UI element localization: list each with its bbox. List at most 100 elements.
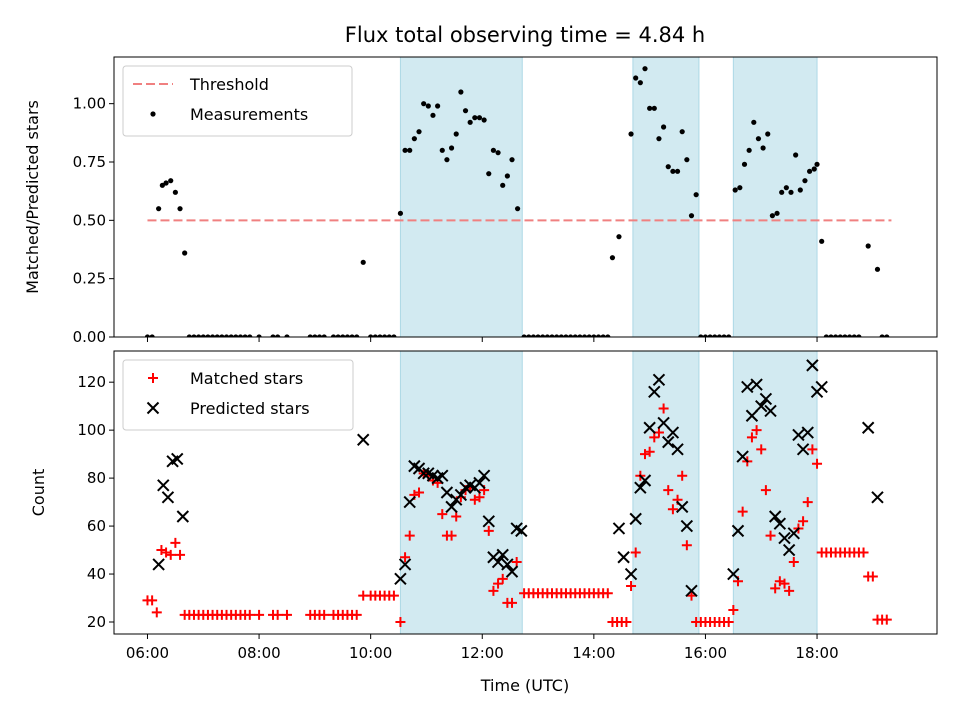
data-point <box>462 108 469 114</box>
data-point <box>496 548 509 562</box>
data-point <box>563 334 569 337</box>
data-point <box>526 334 532 337</box>
x-tick-label: 10:00 <box>349 644 392 662</box>
legend: Matched stars Predicted stars <box>122 359 354 431</box>
data-point <box>612 522 626 535</box>
data-point <box>398 558 412 571</box>
data-point <box>500 182 506 188</box>
data-point <box>630 547 641 558</box>
data-point <box>712 334 718 337</box>
data-point <box>351 609 362 620</box>
axes-frame <box>113 350 938 635</box>
data-point <box>437 509 448 520</box>
data-point <box>319 609 330 620</box>
data-point <box>577 334 583 337</box>
data-point <box>819 238 825 244</box>
data-point <box>802 497 813 508</box>
data-point <box>665 164 671 170</box>
data-point <box>275 334 281 337</box>
data-point <box>477 469 491 482</box>
data-point <box>247 334 253 337</box>
data-point <box>321 334 327 337</box>
data-point <box>649 432 660 443</box>
data-point <box>806 168 813 174</box>
data-point <box>377 334 383 337</box>
data-point <box>214 334 220 337</box>
data-point <box>759 392 773 406</box>
data-point <box>662 435 675 449</box>
data-point <box>871 491 884 504</box>
data-point <box>416 129 422 135</box>
data-point <box>402 147 408 153</box>
data-point <box>846 334 853 337</box>
x-tick-label: 08:00 <box>237 644 280 662</box>
data-point <box>684 157 690 163</box>
data-point <box>693 192 699 198</box>
data-point <box>737 506 748 517</box>
data-point <box>806 359 819 372</box>
data-point <box>741 161 748 167</box>
data-point <box>765 131 771 137</box>
y-tick-label: 0.75 <box>73 153 106 171</box>
data-point <box>796 443 810 456</box>
data-point <box>219 334 225 337</box>
x-tick-label: 14:00 <box>572 644 615 662</box>
data-point <box>605 334 611 337</box>
data-point <box>634 481 647 494</box>
data-point <box>788 557 799 568</box>
data-point <box>811 166 817 172</box>
y-tick-label: 120 <box>77 373 106 391</box>
data-point <box>657 416 670 430</box>
data-point <box>751 119 757 125</box>
data-point <box>856 334 862 337</box>
data-point <box>798 516 809 527</box>
data-point <box>568 334 574 337</box>
data-point <box>360 259 366 265</box>
data-point <box>677 470 688 481</box>
data-point <box>223 334 230 337</box>
y-tick-label: 20 <box>87 613 106 631</box>
data-point <box>176 510 190 523</box>
data-point <box>783 185 789 191</box>
data-point <box>637 80 643 86</box>
data-point <box>501 558 514 571</box>
data-point <box>788 189 794 195</box>
legend: Threshold Measurements <box>122 65 353 137</box>
data-point <box>504 173 510 179</box>
data-point <box>746 432 757 443</box>
data-point <box>170 537 181 548</box>
legend-label: Measurements <box>190 105 308 124</box>
data-point <box>448 145 455 151</box>
data-point <box>440 486 454 499</box>
data-point <box>307 334 313 337</box>
data-point <box>784 585 795 596</box>
chart-title: Flux total observing time = 4.84 h <box>345 23 705 47</box>
data-point <box>814 161 820 167</box>
data-point <box>233 334 239 337</box>
data-point <box>186 334 192 337</box>
data-point <box>621 617 632 628</box>
data-point <box>403 495 416 509</box>
data-point <box>731 524 745 538</box>
data-point <box>344 334 351 337</box>
data-point <box>698 334 704 337</box>
data-point <box>741 380 754 394</box>
data-point <box>430 112 436 118</box>
data-point <box>511 557 522 568</box>
data-point <box>395 617 406 628</box>
data-point <box>782 543 796 557</box>
data-point <box>764 404 777 418</box>
data-point <box>144 334 151 337</box>
data-point <box>451 511 462 522</box>
data-point <box>861 421 875 434</box>
data-point <box>554 334 560 337</box>
data-point <box>163 180 169 186</box>
data-point <box>453 131 459 137</box>
data-point <box>445 500 458 514</box>
data-point <box>481 117 487 123</box>
data-point <box>505 565 519 578</box>
data-point <box>586 334 592 337</box>
data-point <box>644 446 655 457</box>
data-point <box>879 334 885 337</box>
